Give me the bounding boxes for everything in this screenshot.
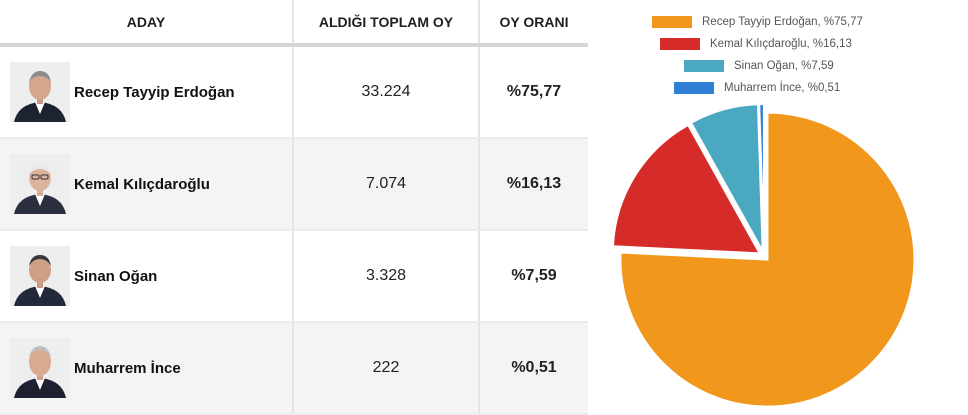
candidate-cell: Muharrem İnce — [0, 322, 294, 415]
table-row: Kemal Kılıçdaroğlu 7.074 %16,13 — [0, 138, 588, 231]
candidate-cell: Kemal Kılıçdaroğlu — [0, 138, 294, 231]
candidate-name: Muharrem İnce — [74, 359, 181, 377]
header-total-votes: ALDIĞI TOPLAM OY — [293, 0, 480, 47]
vote-rate: %75,77 — [479, 45, 588, 139]
pie-slice — [758, 103, 765, 252]
pie-slice — [619, 111, 916, 408]
legend-item: Kemal Kılıçdaroğlu, %16,13 — [660, 37, 852, 51]
legend-label: Recep Tayyip Erdoğan, %75,77 — [702, 16, 863, 28]
vote-count: 33.224 — [293, 45, 480, 139]
header-candidate: ADAY — [0, 0, 294, 47]
legend-swatch — [660, 38, 700, 50]
results-table: ADAY ALDIĞI TOPLAM OY OY ORANI — [0, 0, 588, 415]
legend-label: Muharrem İnce, %0,51 — [724, 82, 841, 94]
pie-slice — [611, 123, 762, 255]
candidate-photo — [10, 62, 70, 122]
legend-swatch — [684, 60, 724, 72]
candidate-name: Sinan Oğan — [74, 267, 158, 285]
legend-item: Sinan Oğan, %7,59 — [684, 59, 834, 73]
vote-count: 7.074 — [293, 138, 480, 231]
candidate-name: Kemal Kılıçdaroğlu — [74, 175, 210, 193]
candidate-photo — [10, 246, 70, 306]
pie-slice — [689, 103, 764, 252]
pie-chart-panel: Recep Tayyip Erdoğan, %75,77 Kemal Kılıç… — [592, 0, 968, 414]
person-icon — [14, 255, 66, 306]
table-row: Recep Tayyip Erdoğan 33.224 %75,77 — [0, 45, 588, 139]
candidate-name: Recep Tayyip Erdoğan — [74, 83, 235, 101]
legend-swatch — [674, 82, 714, 94]
vote-count: 3.328 — [293, 230, 480, 323]
candidate-cell: Recep Tayyip Erdoğan — [0, 45, 294, 139]
candidate-photo — [10, 154, 70, 214]
vote-rate: %0,51 — [479, 322, 588, 415]
legend-item: Recep Tayyip Erdoğan, %75,77 — [652, 15, 863, 29]
table-header-row: ADAY ALDIĞI TOPLAM OY OY ORANI — [0, 0, 588, 47]
person-icon — [14, 71, 66, 122]
pie-chart — [611, 103, 916, 408]
legend-label: Kemal Kılıçdaroğlu, %16,13 — [710, 38, 852, 50]
person-icon — [14, 346, 66, 398]
vote-rate: %16,13 — [479, 138, 588, 231]
table-row: Sinan Oğan 3.328 %7,59 — [0, 230, 588, 323]
candidate-cell: Sinan Oğan — [0, 230, 294, 323]
legend-swatch — [652, 16, 692, 28]
candidate-photo — [10, 338, 70, 398]
legend-label: Sinan Oğan, %7,59 — [734, 60, 834, 72]
header-vote-rate: OY ORANI — [479, 0, 588, 47]
vote-rate: %7,59 — [479, 230, 588, 323]
legend-item: Muharrem İnce, %0,51 — [674, 81, 840, 95]
vote-count: 222 — [293, 322, 480, 415]
person-icon — [14, 164, 66, 214]
table-row: Muharrem İnce 222 %0,51 — [0, 322, 588, 415]
